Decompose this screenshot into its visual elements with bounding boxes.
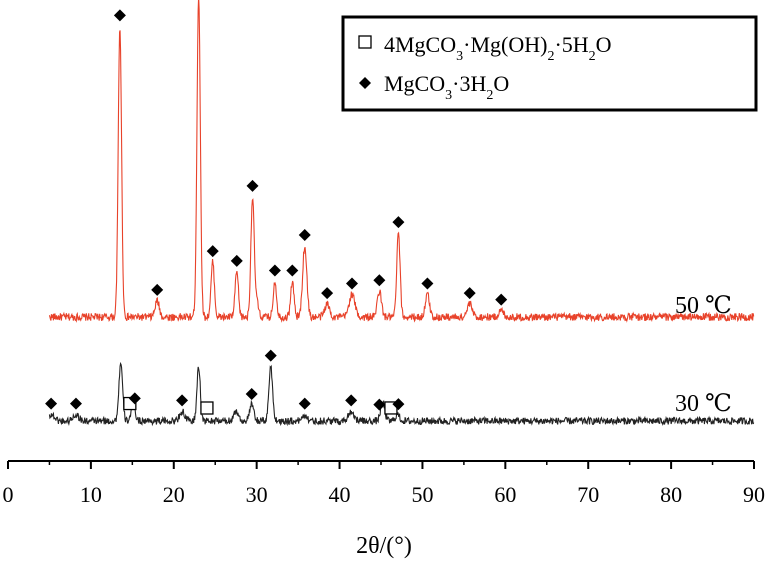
formula-subscript: 2 — [486, 88, 493, 103]
formula-subscript: 2 — [547, 49, 554, 64]
series-layer — [48, 0, 755, 427]
xrd-series-line-50c — [48, 0, 755, 323]
marker-open-square — [200, 401, 214, 415]
marker-filled-diamond — [246, 179, 259, 192]
marker-filled-diamond — [298, 397, 311, 410]
marker-filled-diamond — [206, 245, 219, 258]
x-tick-label: 80 — [660, 482, 682, 507]
marker-filled-diamond — [345, 277, 358, 290]
formula-subscript: 3 — [456, 49, 463, 64]
marker-filled-diamond — [45, 397, 58, 410]
marker-filled-diamond — [113, 9, 126, 22]
marker-filled-diamond — [245, 388, 258, 400]
x-axis-title: 2θ/(°) — [356, 533, 412, 559]
x-tick-label: 50 — [411, 482, 433, 507]
formula-subscript: 3 — [445, 88, 452, 103]
x-tick-label: 70 — [577, 482, 599, 507]
xrd-series-line-30c — [48, 361, 755, 427]
marker-filled-diamond — [321, 287, 334, 300]
x-tick-label: 40 — [329, 482, 351, 507]
marker-filled-diamond — [69, 397, 82, 410]
x-tick-label: 60 — [494, 482, 516, 507]
marker-filled-diamond — [298, 229, 311, 242]
curve-label-30: 30 ℃ — [675, 391, 732, 417]
marker-filled-diamond — [286, 264, 299, 277]
marker-filled-diamond — [128, 392, 141, 405]
legend-entry-basic-carbonate: 4MgCO3·Mg(OH)2·5H2O — [384, 32, 612, 64]
x-tick-label: 30 — [246, 482, 268, 507]
legend-entry-nesquehonite: MgCO3·3H2O — [384, 71, 509, 103]
marker-filled-diamond — [264, 349, 277, 362]
formula-subscript: 2 — [589, 49, 596, 64]
marker-filled-diamond — [230, 254, 243, 267]
formula-text: ·Mg(OH) — [463, 32, 547, 57]
marker-filled-diamond — [421, 277, 434, 290]
x-tick-label: 0 — [3, 482, 14, 507]
marker-filled-diamond — [151, 283, 164, 296]
x-tick-label: 10 — [80, 482, 102, 507]
legend-entry-1-text: MgCO3·3H2O — [384, 71, 509, 103]
legend-marker-filled-diamond — [359, 77, 371, 89]
marker-filled-diamond — [176, 394, 189, 407]
marker-filled-diamond — [373, 398, 386, 411]
formula-text: O — [493, 71, 509, 96]
legend-marker-open-square — [358, 35, 372, 49]
legend-entry-0-text: 4MgCO3·Mg(OH)2·5H2O — [384, 32, 612, 64]
x-tick-label: 20 — [163, 482, 185, 507]
formula-text: 4MgCO — [384, 32, 456, 57]
formula-text: MgCO — [384, 71, 445, 96]
marker-filled-diamond — [463, 287, 476, 300]
x-axis: 0 10 20 30 40 50 60 70 80 90 — [3, 460, 765, 507]
legend-box — [341, 15, 758, 112]
marker-filled-diamond — [392, 398, 405, 411]
marker-filled-diamond — [495, 293, 508, 306]
legend: 4MgCO3·Mg(OH)2·5H2O MgCO3·3H2O — [341, 15, 758, 112]
x-ticks: 0 10 20 30 40 50 60 70 80 90 — [3, 461, 765, 507]
marker-filled-diamond — [345, 394, 358, 407]
marker-layer — [45, 9, 508, 415]
formula-text: ·3H — [452, 71, 486, 96]
formula-text: O — [596, 32, 612, 57]
x-tick-label: 90 — [743, 482, 765, 507]
marker-filled-diamond — [392, 216, 405, 229]
marker-filled-diamond — [373, 274, 386, 287]
formula-text: ·5H — [554, 32, 588, 57]
curve-label-50: 50 ℃ — [675, 293, 732, 319]
marker-filled-diamond — [268, 264, 281, 277]
